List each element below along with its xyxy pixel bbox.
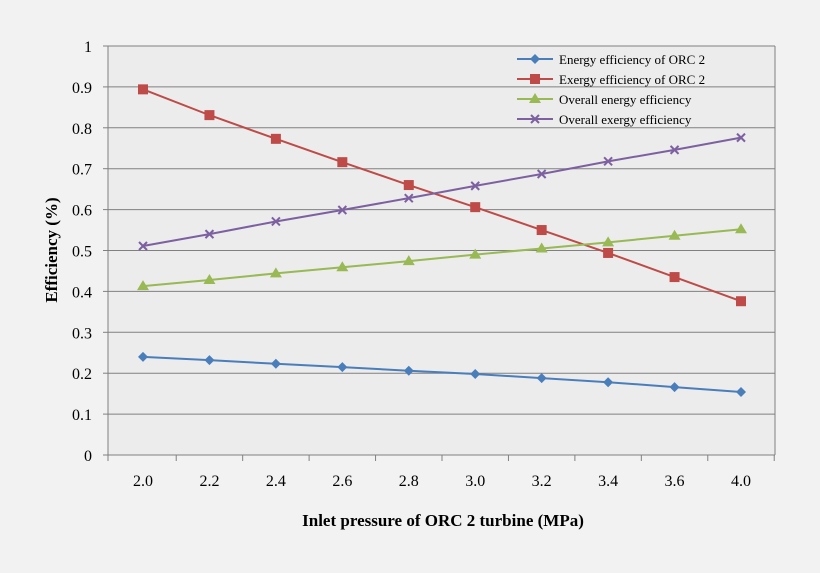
x-marker — [337, 205, 348, 215]
x-tick-label: 3.0 — [465, 473, 485, 490]
legend-item: Overall exergy efficiency — [517, 112, 692, 127]
x-tick-label: 4.0 — [731, 473, 751, 490]
triangle-marker — [203, 273, 216, 284]
x-marker-stroke — [271, 216, 281, 227]
diamond-marker — [138, 351, 148, 362]
y-axis-label: Efficiency (%) — [42, 197, 61, 302]
diamond-marker — [603, 377, 614, 388]
x-marker-stroke — [470, 181, 480, 191]
y-tick-label: 0.9 — [72, 80, 92, 97]
y-tick-label: 0.3 — [72, 325, 92, 342]
x-tick-label: 2.4 — [266, 473, 286, 490]
x-marker — [669, 145, 680, 155]
triangle-marker — [668, 229, 681, 240]
y-tick-label: 1 — [84, 39, 92, 56]
x-axis-label: Inlet pressure of ORC 2 turbine (MPa) — [302, 511, 584, 530]
square-marker — [736, 296, 746, 307]
series-line — [142, 88, 742, 303]
x-tick-label: 2.0 — [133, 473, 153, 490]
y-tick-label: 0.6 — [72, 203, 92, 220]
triangle-marker — [529, 93, 541, 103]
legend-item: Overall energy efficiency — [517, 92, 692, 107]
y-tick-label: 0.1 — [72, 407, 92, 424]
square-marker — [337, 157, 348, 168]
x-marker-stroke — [337, 205, 348, 215]
square-marker — [270, 133, 281, 144]
diamond-marker — [669, 382, 680, 393]
legend-label: Exergy efficiency of ORC 2 — [559, 72, 705, 87]
triangle-marker — [269, 267, 282, 278]
x-marker — [404, 193, 414, 203]
x-tick-label: 2.2 — [199, 473, 219, 490]
triangle-marker — [336, 261, 349, 272]
series-2 — [138, 84, 746, 307]
square-marker — [204, 110, 215, 121]
square-marker — [470, 202, 481, 213]
square-marker — [530, 74, 540, 84]
square-marker — [138, 84, 148, 95]
diamond-marker — [736, 387, 746, 398]
x-marker — [271, 216, 281, 227]
diamond-marker — [403, 365, 414, 376]
y-tick-label: 0 — [84, 448, 92, 465]
square-marker — [403, 180, 414, 191]
x-marker-stroke — [138, 241, 148, 251]
x-marker-stroke — [204, 229, 215, 239]
series-3 — [137, 223, 747, 291]
triangle-marker — [735, 223, 747, 234]
series-line — [142, 136, 742, 247]
diamond-marker — [536, 373, 547, 384]
triangle-marker — [469, 248, 482, 259]
x-tick-label: 2.8 — [399, 473, 419, 490]
y-tick-label: 0.5 — [72, 244, 92, 261]
diamond-marker — [270, 358, 281, 369]
triangle-marker — [137, 280, 149, 291]
y-tick-label: 0.4 — [72, 284, 92, 301]
x-tick-label: 3.6 — [665, 473, 685, 490]
series-line — [142, 355, 742, 394]
legend-item: Energy efficiency of ORC 2 — [517, 52, 705, 67]
legend-label: Overall energy efficiency — [559, 92, 692, 107]
x-marker — [204, 229, 215, 239]
x-marker-stroke — [736, 132, 746, 143]
x-marker — [138, 241, 148, 251]
legend-label: Overall exergy efficiency — [559, 112, 692, 127]
series-4 — [138, 132, 746, 251]
triangle-marker — [535, 242, 548, 253]
x-tick-label: 2.6 — [332, 473, 352, 490]
x-tick-label: 3.2 — [532, 473, 552, 490]
diamond-marker — [470, 369, 481, 380]
square-marker — [669, 272, 680, 283]
diamond-marker — [204, 355, 215, 366]
x-marker-stroke — [404, 193, 414, 203]
diamond-marker — [530, 54, 540, 64]
square-marker — [603, 247, 614, 258]
x-marker-stroke — [603, 156, 613, 167]
y-tick-label: 0.7 — [72, 162, 92, 179]
x-marker-stroke — [530, 114, 540, 124]
y-tick-label: 0.2 — [72, 366, 92, 383]
legend-item: Exergy efficiency of ORC 2 — [517, 72, 705, 87]
series-line — [142, 228, 742, 288]
triangle-marker — [402, 255, 415, 266]
x-marker — [603, 156, 613, 167]
x-marker — [536, 169, 547, 179]
x-marker — [530, 114, 540, 124]
triangle-marker — [602, 236, 615, 247]
x-marker — [736, 132, 746, 143]
x-marker-stroke — [536, 169, 547, 179]
x-tick-label: 3.4 — [598, 473, 618, 490]
x-marker — [470, 181, 480, 191]
square-marker — [536, 225, 547, 236]
x-marker-stroke — [669, 145, 680, 155]
series-1 — [138, 351, 746, 398]
diamond-marker — [337, 362, 348, 373]
legend-label: Energy efficiency of ORC 2 — [559, 52, 705, 67]
y-tick-label: 0.8 — [72, 121, 92, 138]
